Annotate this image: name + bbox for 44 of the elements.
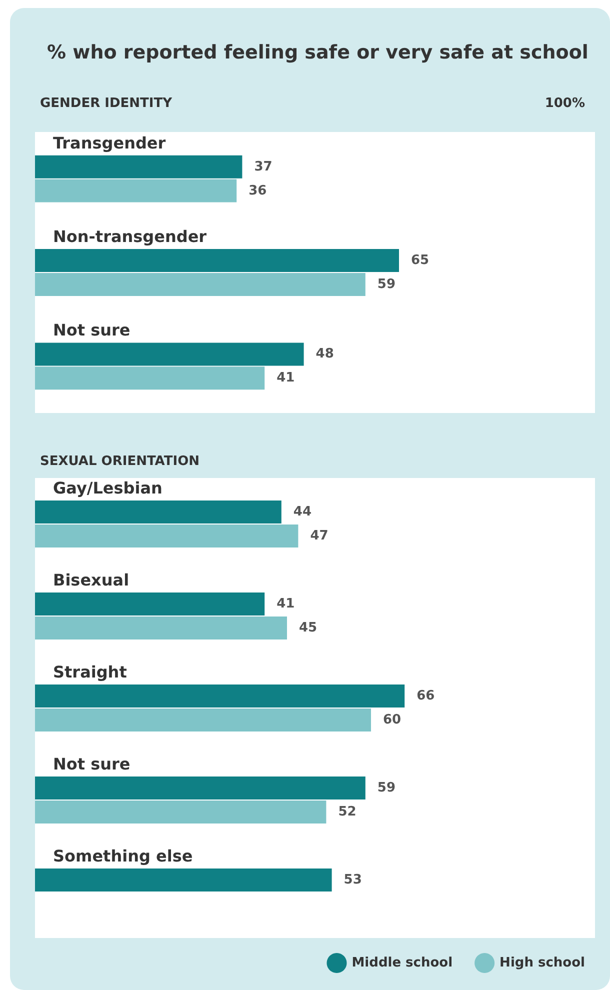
data-label: 59	[377, 780, 396, 796]
bar	[35, 592, 265, 616]
chart-subtitle: GENDER IDENTITY	[40, 96, 173, 111]
legend-label: High school	[500, 956, 586, 970]
bar	[35, 249, 399, 272]
bar	[35, 708, 371, 732]
data-label: 36	[248, 183, 267, 198]
data-label: 66	[416, 688, 435, 704]
y-tick-label: Not sure	[53, 320, 130, 340]
y-tick-label: Bisexual	[53, 570, 130, 590]
chart-title: SEXUAL ORIENTATION	[40, 454, 200, 469]
data-label: 44	[293, 504, 312, 520]
legend-label: Middle school	[352, 956, 453, 970]
data-label: 48	[316, 346, 334, 362]
bar	[35, 800, 326, 824]
y-tick-label: Not sure	[53, 754, 130, 774]
data-label: 45	[299, 620, 318, 636]
data-label: 53	[344, 872, 362, 888]
bar	[35, 524, 298, 548]
y-tick-label: Transgender	[53, 133, 166, 152]
y-tick-label: Straight	[53, 662, 128, 682]
y-tick-label: Something else	[53, 846, 193, 866]
bar	[35, 366, 265, 390]
bar	[35, 272, 366, 296]
data-label: 60	[383, 712, 402, 728]
bar	[35, 500, 282, 524]
data-label: 52	[338, 804, 356, 820]
data-label: 41	[276, 596, 295, 612]
bar	[35, 868, 332, 892]
text: 100%	[544, 96, 586, 111]
bar	[35, 342, 304, 366]
chart-title: % who reported feeling safe or very safe at school	[47, 42, 588, 64]
bar	[35, 684, 405, 708]
data-label: 59	[377, 276, 396, 292]
data-label: 37	[254, 159, 272, 174]
y-tick-label: Gay/Lesbian	[53, 478, 162, 498]
bar	[35, 616, 287, 640]
data-label: 41	[276, 370, 295, 386]
bar	[35, 155, 242, 178]
bar	[35, 776, 366, 800]
y-tick-label: Non-transgender	[53, 227, 207, 246]
data-label: 47	[310, 528, 328, 544]
data-label: 65	[411, 253, 430, 268]
bar	[35, 179, 237, 202]
